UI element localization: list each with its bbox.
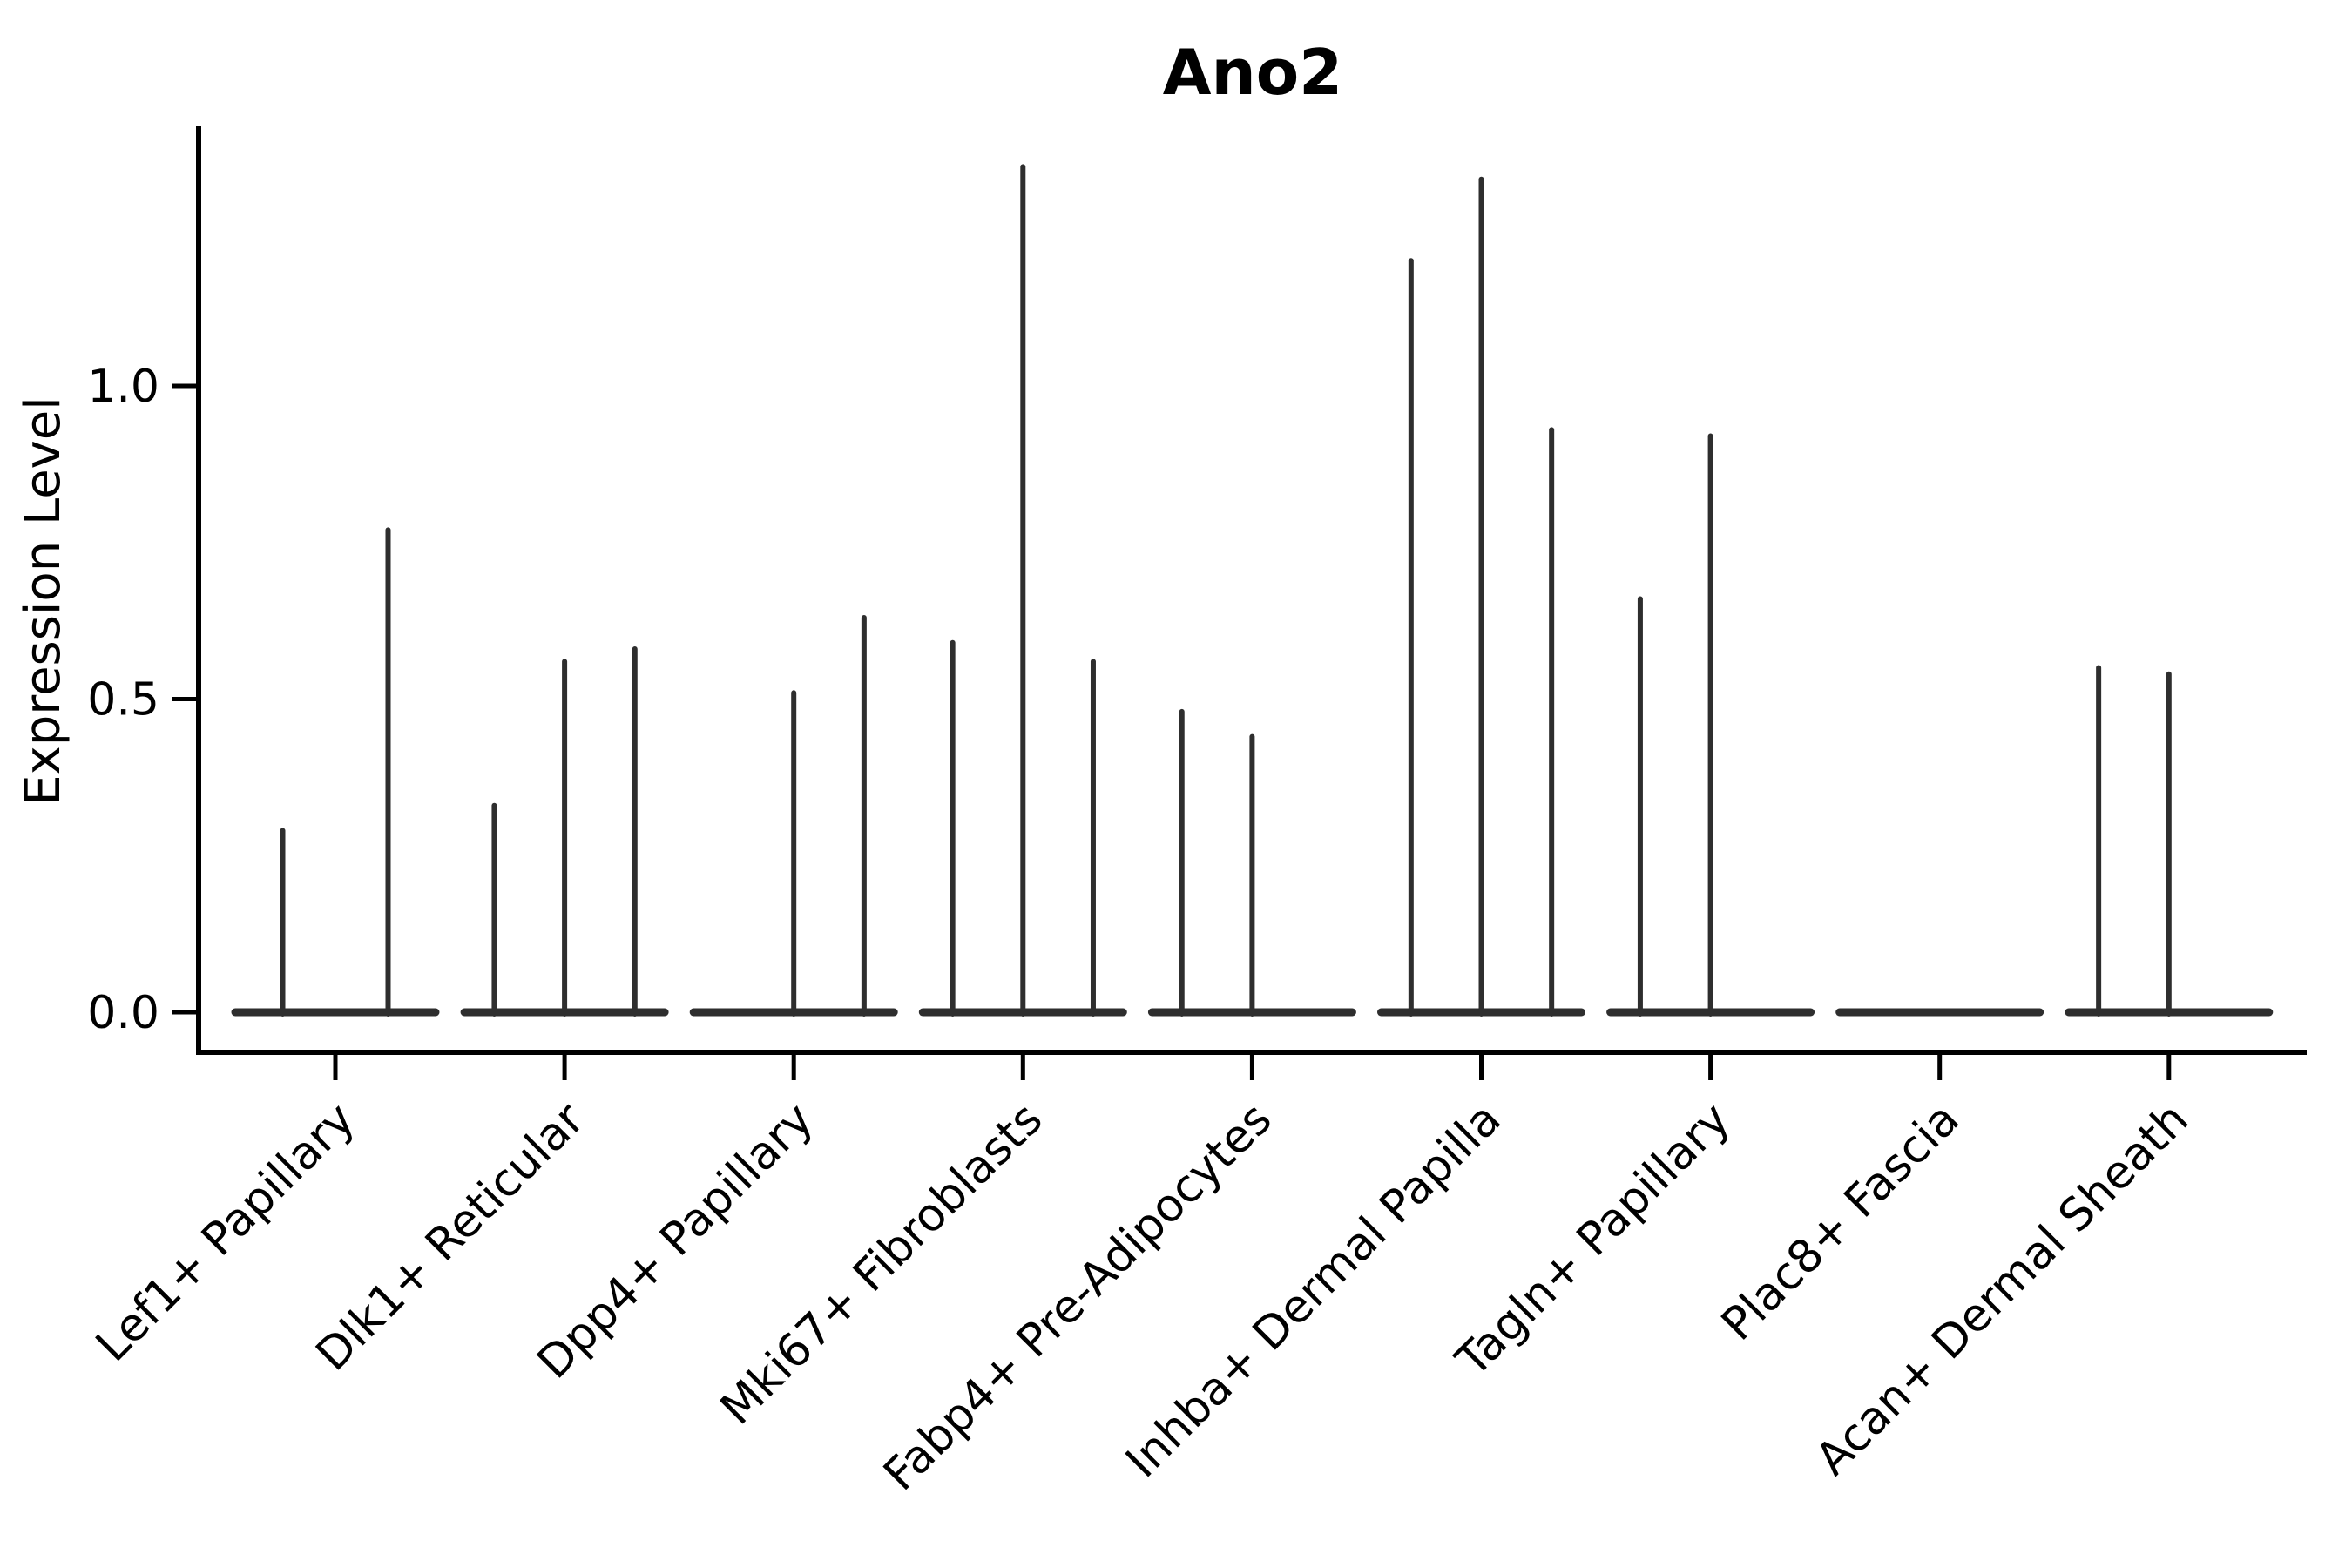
violin-series xyxy=(231,164,2274,1017)
y-tick-label: 0.0 xyxy=(87,987,159,1039)
y-tick-label: 0.5 xyxy=(87,674,159,727)
x-tick-label: Inhba+ Dermal Papilla xyxy=(1116,1093,1511,1488)
y-axis: 0.0 0.5 1.0 xyxy=(87,361,199,1039)
x-tick-label: Acan+ Dermal Sheath xyxy=(1806,1093,2199,1486)
y-axis-label: Expression Level xyxy=(15,396,71,806)
y-tick-label: 1.0 xyxy=(87,361,159,413)
x-tick-label: Plac8+ Fascia xyxy=(1712,1093,1970,1351)
chart-title: Ano2 xyxy=(1163,36,1343,109)
x-tick-label: Fabp4+ Pre-Adipocytes xyxy=(874,1093,1281,1501)
